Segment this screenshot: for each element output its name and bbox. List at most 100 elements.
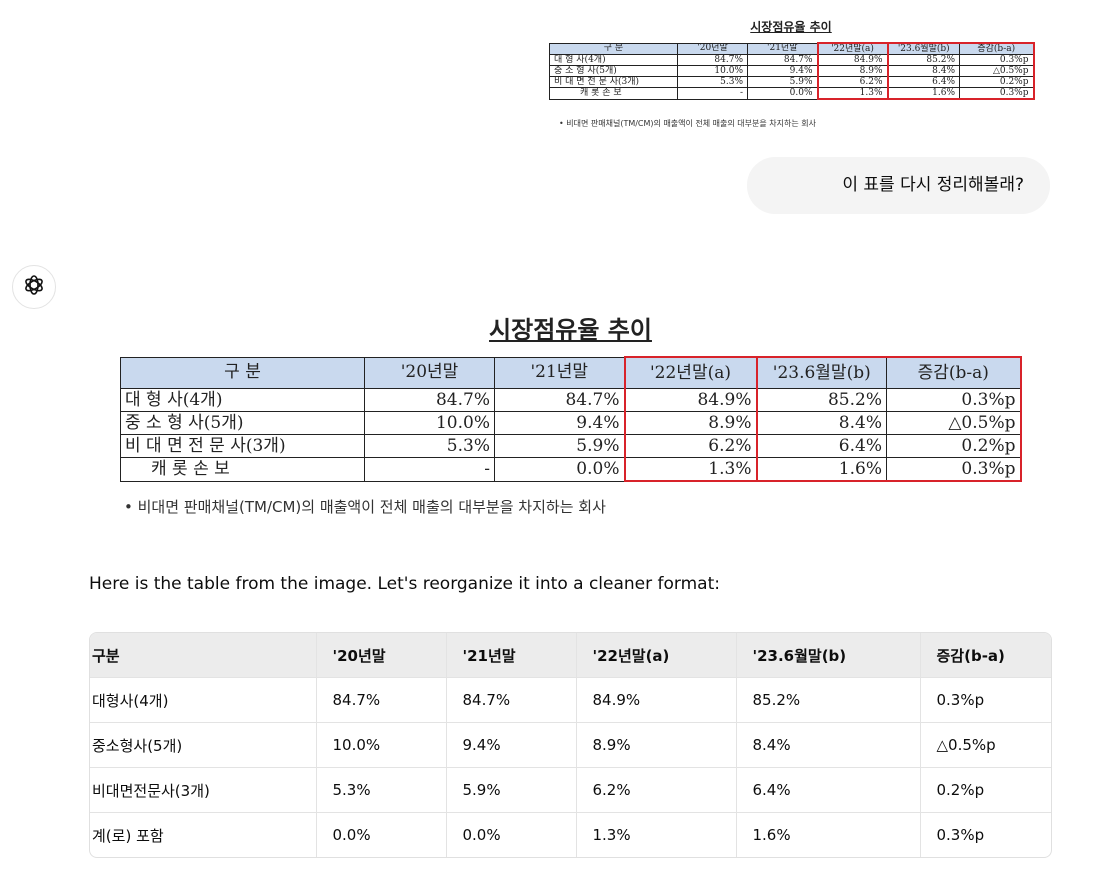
scan-cell: 6.2%: [816, 76, 889, 88]
scan-cell: 중 소 형 사(5개): [549, 65, 678, 77]
scan-cell: 대 형 사(4개): [120, 388, 365, 412]
scan-table: 구 분 '20년말 '21년말 '22년말(a) '23.6월말(b) 증감(b-a) 대 …: [549, 42, 1035, 100]
scan-cell: 5.9%: [747, 76, 818, 88]
scan-cell: 5.3%: [677, 76, 748, 88]
user-message-text: 이 표를 다시 정리해볼래?: [842, 175, 1024, 195]
scan-header-cell: 구 분: [120, 356, 365, 389]
scan-title: 시장점유율 추이: [489, 315, 652, 344]
scan-cell: 84.7%: [677, 54, 748, 66]
scan-cell: 6.2%: [623, 434, 758, 458]
table-cell: 0.3%p: [919, 677, 1051, 723]
scan-header-cell: '21년말: [747, 42, 818, 55]
scan-header-row: 구 분 '20년말 '21년말 '22년말(a) '23.6월말(b) 증감(b-a): [120, 356, 1022, 389]
table-cell: △0.5%p: [919, 722, 1051, 768]
scan-cell: 비 대 면 전 문 사(3개): [549, 76, 678, 88]
table-cell: 5.3%: [315, 767, 446, 813]
scan-cell: 캐 롯 손 보: [120, 457, 365, 482]
scan-cell: 85.2%: [756, 388, 887, 412]
scan-cell: 5.3%: [364, 434, 495, 458]
scan-cell: -: [364, 457, 495, 482]
scan-header-cell: '22년말(a): [623, 356, 758, 389]
table-cell: 비대면전문사(3개): [90, 767, 316, 813]
scan-note: • 비대면 판매채널(TM/CM)의 매출액이 전체 매출의 대부분을 차지하는…: [559, 119, 816, 128]
table-cell: 10.0%: [315, 722, 446, 768]
table-header-cell: '22년말(a): [575, 633, 736, 678]
scan-cell: △0.5%p: [959, 65, 1035, 77]
table-header-row: 구분 '20년말 '21년말 '22년말(a) '23.6월말(b) 증감(b-a): [90, 633, 1051, 678]
scan-cell: 0.2%p: [959, 76, 1035, 88]
scan-cell: 1.6%: [887, 87, 960, 100]
scan-cell: 0.2%p: [886, 434, 1022, 458]
scan-header-cell: '20년말: [364, 356, 495, 389]
scan-table: 구 분 '20년말 '21년말 '22년말(a) '23.6월말(b) 증감(b-a) 대 …: [120, 356, 1022, 482]
scan-cell: 84.7%: [747, 54, 818, 66]
scan-header-cell: '22년말(a): [816, 42, 889, 55]
table-cell: 0.3%p: [919, 812, 1051, 857]
table-cell: 84.7%: [315, 677, 446, 723]
scan-cell: 6.4%: [756, 434, 887, 458]
scan-row: 중 소 형 사(5개) 10.0% 9.4% 8.9% 8.4% △0.5%p: [120, 411, 1022, 435]
table-cell: 84.7%: [445, 677, 576, 723]
openai-logo-icon: [22, 273, 46, 301]
scan-cell: 8.9%: [623, 411, 758, 435]
table-cell: 대형사(4개): [90, 677, 316, 723]
scan-cell: 0.3%p: [959, 87, 1035, 100]
scan-header-cell: '23.6월말(b): [756, 356, 887, 389]
attached-image[interactable]: 시장점유율 추이 구 분 '20년말 '21년말 '22년말(a) '23.6월말(b)…: [547, 14, 1035, 134]
table-cell: 85.2%: [735, 677, 920, 723]
scan-cell: 6.4%: [887, 76, 960, 88]
scan-cell: 8.4%: [756, 411, 887, 435]
table-row: 계(로) 포함 0.0% 0.0% 1.3% 1.6% 0.3%p: [90, 812, 1051, 857]
table-cell: 0.0%: [445, 812, 576, 857]
reference-image[interactable]: 시장점유율 추이 구 분 '20년말 '21년말 '22년말(a) '23.6월말(b)…: [118, 306, 1023, 524]
scan-row: 중 소 형 사(5개) 10.0% 9.4% 8.9% 8.4% △0.5%p: [549, 65, 1035, 77]
scan-cell: 0.0%: [747, 87, 818, 100]
user-message-bubble: 이 표를 다시 정리해볼래?: [747, 157, 1050, 214]
scan-cell: 중 소 형 사(5개): [120, 411, 365, 435]
scan-cell: 10.0%: [364, 411, 495, 435]
table-cell: 계(로) 포함: [90, 812, 316, 857]
scan-cell: -: [677, 87, 748, 100]
table-header-cell: 구분: [90, 633, 316, 678]
scan-cell: 0.3%p: [886, 388, 1022, 412]
table-cell: 6.2%: [575, 767, 736, 813]
scan-cell: 84.9%: [816, 54, 889, 66]
scan-cell: 5.9%: [494, 434, 625, 458]
assistant-avatar: [12, 265, 56, 309]
scan-cell: 10.0%: [677, 65, 748, 77]
scan-title: 시장점유율 추이: [750, 20, 832, 34]
scan-cell: 85.2%: [887, 54, 960, 66]
scan-row: 비 대 면 전 문 사(3개) 5.3% 5.9% 6.2% 6.4% 0.2%p: [549, 76, 1035, 88]
scan-cell: 0.3%p: [886, 457, 1022, 482]
scan-row: 캐 롯 손 보 -0.0% 1.3% 1.6% 0.3%p: [120, 457, 1022, 482]
table-cell: 8.9%: [575, 722, 736, 768]
scan-cell: 0.0%: [494, 457, 625, 482]
scan-row: 비 대 면 전 문 사(3개) 5.3% 5.9% 6.2% 6.4% 0.2%p: [120, 434, 1022, 458]
scan-cell: 84.9%: [623, 388, 758, 412]
scan-cell: 캐 롯 손 보: [549, 87, 678, 100]
table-cell: 84.9%: [575, 677, 736, 723]
scan-header-row: 구 분 '20년말 '21년말 '22년말(a) '23.6월말(b) 증감(b-a): [549, 42, 1035, 55]
table-header-cell: 증감(b-a): [919, 633, 1051, 678]
table-row: 비대면전문사(3개) 5.3% 5.9% 6.2% 6.4% 0.2%p: [90, 767, 1051, 813]
scan-cell: 84.7%: [364, 388, 495, 412]
scan-cell: 8.4%: [887, 65, 960, 77]
scan-cell: 1.3%: [816, 87, 889, 100]
assistant-reply-text: Here is the table from the image. Let's …: [89, 574, 720, 594]
scan-cell: 84.7%: [494, 388, 625, 412]
scan-cell: 1.6%: [756, 457, 887, 482]
scan-row: 대 형 사(4개) 84.7% 84.7% 84.9% 85.2% 0.3%p: [549, 54, 1035, 66]
scan-cell: 비 대 면 전 문 사(3개): [120, 434, 365, 458]
scan-note: • 비대면 판매채널(TM/CM)의 매출액이 전체 매출의 대부분을 차지하는…: [124, 498, 606, 516]
scan-row: 대 형 사(4개) 84.7% 84.7% 84.9% 85.2% 0.3%p: [120, 388, 1022, 412]
table-cell: 5.9%: [445, 767, 576, 813]
scan-header-cell: '20년말: [677, 42, 748, 55]
table-cell: 중소형사(5개): [90, 722, 316, 768]
table-row: 대형사(4개) 84.7% 84.7% 84.9% 85.2% 0.3%p: [90, 677, 1051, 723]
table-row: 중소형사(5개) 10.0% 9.4% 8.9% 8.4% △0.5%p: [90, 722, 1051, 768]
scan-header-cell: '23.6월말(b): [887, 42, 960, 55]
table-cell: 0.0%: [315, 812, 446, 857]
scan-cell: 대 형 사(4개): [549, 54, 678, 66]
table-cell: 0.2%p: [919, 767, 1051, 813]
scan-cell: △0.5%p: [886, 411, 1022, 435]
